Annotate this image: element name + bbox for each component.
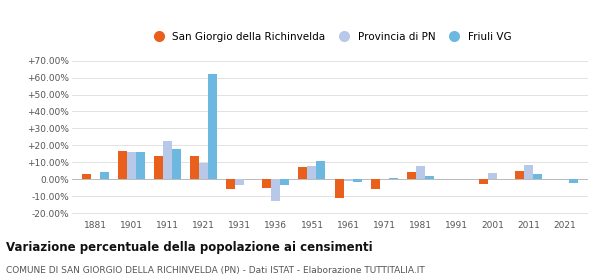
Bar <box>172 149 181 179</box>
Bar <box>353 179 362 182</box>
Bar <box>262 179 271 188</box>
Bar <box>298 167 307 179</box>
Bar <box>488 173 497 179</box>
Bar <box>118 151 127 179</box>
Legend: San Giorgio della Richinvelda, Provincia di PN, Friuli VG: San Giorgio della Richinvelda, Provincia… <box>149 32 511 42</box>
Bar <box>515 171 524 179</box>
Bar <box>82 174 91 179</box>
Bar <box>127 152 136 179</box>
Bar <box>569 179 578 183</box>
Text: COMUNE DI SAN GIORGIO DELLA RICHINVELDA (PN) - Dati ISTAT - Elaborazione TUTTITA: COMUNE DI SAN GIORGIO DELLA RICHINVELDA … <box>6 266 425 275</box>
Bar <box>226 179 235 189</box>
Bar <box>335 179 344 198</box>
Bar <box>371 179 380 189</box>
Bar <box>316 161 325 179</box>
Bar <box>280 179 289 185</box>
Bar <box>154 156 163 179</box>
Bar <box>208 74 217 179</box>
Bar <box>199 163 208 179</box>
Bar <box>307 166 316 179</box>
Bar <box>407 172 416 179</box>
Bar <box>533 174 542 179</box>
Bar <box>136 152 145 179</box>
Bar <box>163 141 172 179</box>
Text: Variazione percentuale della popolazione ai censimenti: Variazione percentuale della popolazione… <box>6 241 373 254</box>
Bar <box>425 176 434 179</box>
Bar <box>344 179 353 181</box>
Bar <box>100 172 109 179</box>
Bar <box>190 156 199 179</box>
Bar <box>271 179 280 200</box>
Bar <box>479 179 488 185</box>
Bar <box>524 165 533 179</box>
Bar <box>416 166 425 179</box>
Bar <box>389 178 398 179</box>
Bar <box>235 179 244 185</box>
